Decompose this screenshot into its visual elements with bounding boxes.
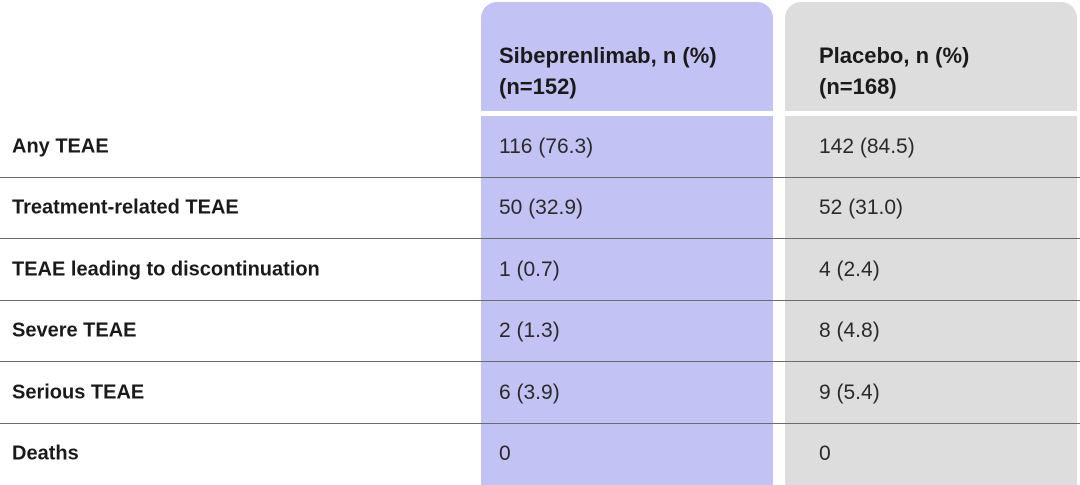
table-row: Treatment-related TEAE 50 (32.9) 52 (31.… bbox=[0, 178, 1080, 239]
placebo-value: 8 (4.8) bbox=[819, 319, 880, 343]
table-body: Any TEAE 116 (76.3) 142 (84.5) Treatment… bbox=[0, 116, 1080, 485]
sibeprenlimab-value: 116 (76.3) bbox=[499, 134, 594, 158]
placebo-header-line-2: (n=168) bbox=[819, 74, 897, 99]
placebo-value: 0 bbox=[819, 442, 831, 466]
header-divider bbox=[0, 111, 1080, 116]
sibeprenlimab-value: 50 (32.9) bbox=[499, 196, 584, 220]
row-label: Severe TEAE bbox=[12, 319, 137, 342]
row-label: Treatment-related TEAE bbox=[12, 196, 239, 219]
row-label: TEAE leading to discontinuation bbox=[12, 258, 320, 281]
row-divider bbox=[0, 299, 1080, 301]
row-divider bbox=[0, 422, 1080, 424]
placebo-value: 142 (84.5) bbox=[819, 134, 915, 158]
sibeprenlimab-column-background bbox=[481, 2, 773, 485]
table-row: Severe TEAE 2 (1.3) 8 (4.8) bbox=[0, 301, 1080, 362]
row-divider bbox=[0, 238, 1080, 239]
placebo-column-header: Placebo, n (%) (n=168) bbox=[819, 40, 1069, 102]
row-divider bbox=[0, 176, 1080, 178]
table-row: Serious TEAE 6 (3.9) 9 (5.4) bbox=[0, 362, 1080, 424]
row-label: Serious TEAE bbox=[12, 381, 145, 404]
placebo-header-line-1: Placebo, n (%) bbox=[819, 43, 970, 68]
table-header: Sibeprenlimab, n (%) (n=152) Placebo, n … bbox=[0, 0, 1080, 113]
sibeprenlimab-header-line-1: Sibeprenlimab, n (%) bbox=[499, 43, 717, 68]
sibeprenlimab-column-header: Sibeprenlimab, n (%) (n=152) bbox=[499, 40, 769, 102]
placebo-value: 9 (5.4) bbox=[819, 380, 880, 404]
row-label: Any TEAE bbox=[12, 135, 109, 158]
sibeprenlimab-value: 0 bbox=[499, 442, 511, 466]
placebo-column-background bbox=[785, 2, 1077, 485]
table-row: Deaths 0 0 bbox=[0, 424, 1080, 485]
table-row: TEAE leading to discontinuation 1 (0.7) … bbox=[0, 239, 1080, 301]
sibeprenlimab-value: 2 (1.3) bbox=[499, 319, 560, 343]
sibeprenlimab-value: 1 (0.7) bbox=[499, 257, 560, 281]
row-divider bbox=[0, 361, 1080, 362]
sibeprenlimab-header-line-2: (n=152) bbox=[499, 74, 577, 99]
row-label: Deaths bbox=[12, 442, 79, 465]
table-row: Any TEAE 116 (76.3) 142 (84.5) bbox=[0, 116, 1080, 178]
placebo-value: 52 (31.0) bbox=[819, 196, 904, 220]
placebo-value: 4 (2.4) bbox=[819, 257, 880, 281]
sibeprenlimab-value: 6 (3.9) bbox=[499, 380, 560, 404]
